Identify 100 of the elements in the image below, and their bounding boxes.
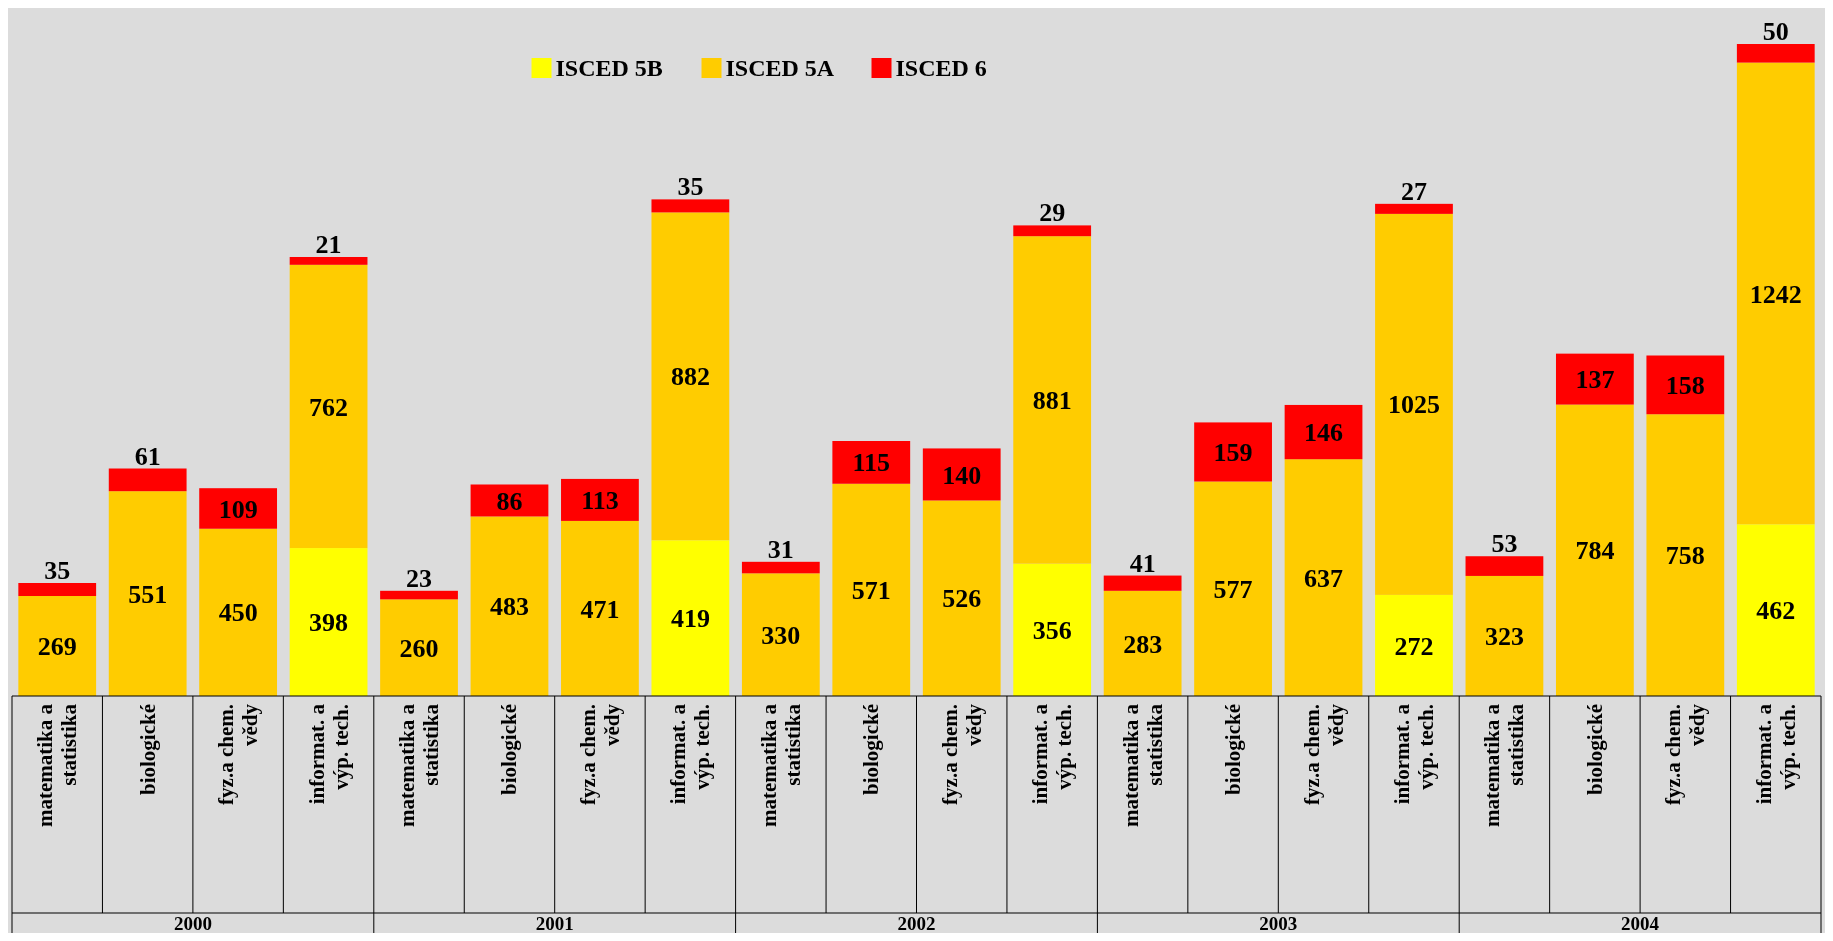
data-label: 882 (670, 362, 710, 392)
x-tick-label: fyz.a chem. vědy (937, 703, 986, 805)
text: 2004 (1621, 912, 1660, 934)
x-tick-label: biologické (1582, 704, 1607, 796)
x-tick-label: fyz.a chem. vědy (214, 703, 263, 805)
data-label: 109 (218, 494, 258, 524)
data-label: 50 (1762, 17, 1789, 46)
data-label: 260 (399, 633, 439, 663)
data-label: 146 (1304, 418, 1344, 448)
x-tick-label: informat. a výp. tech. (1751, 703, 1800, 805)
data-label: 29 (1039, 198, 1066, 228)
data-label: 551 (128, 579, 168, 609)
data-label: 471 (580, 594, 620, 624)
data-label: 140 (942, 460, 982, 490)
text: 2003 (1259, 912, 1298, 934)
data-label: 881 (1032, 386, 1072, 416)
data-label: 526 (942, 584, 982, 614)
bar (1646, 414, 1725, 696)
bar (922, 448, 1001, 501)
bar (1103, 575, 1182, 591)
data-label: 483 (489, 592, 529, 622)
data-label: 330 (761, 620, 801, 650)
bar (741, 573, 820, 696)
x-tick-label: informat. a výp. tech. (666, 703, 715, 805)
bar (561, 478, 639, 521)
bar (108, 468, 187, 492)
x-tick-label: biologické (135, 704, 160, 796)
text: 2002 (897, 912, 936, 934)
bar (1736, 524, 1815, 696)
data-label: 323 (1484, 622, 1524, 652)
bar (1646, 355, 1725, 415)
bar (1194, 422, 1272, 482)
bar (289, 548, 368, 696)
x-tick-label: biologické (1221, 704, 1246, 796)
data-label: 113 (581, 486, 619, 516)
bar (651, 540, 730, 696)
bar (1013, 225, 1092, 237)
data-label: 115 (852, 448, 891, 478)
bar (380, 590, 458, 600)
data-label: 784 (1575, 536, 1615, 566)
bar (1194, 481, 1272, 696)
data-label: 35 (677, 172, 704, 202)
data-label: 272 (1394, 631, 1434, 661)
data-label: 283 (1123, 629, 1163, 659)
data-label: 86 (496, 486, 523, 516)
bar (1013, 236, 1092, 564)
bar (1465, 556, 1544, 576)
bar (922, 500, 1001, 696)
data-label: 398 (309, 608, 349, 638)
data-label: 356 (1032, 615, 1072, 645)
data-label: 758 (1665, 541, 1705, 571)
data-label: 23 (406, 563, 433, 593)
bar (1103, 590, 1182, 696)
data-label: 61 (134, 441, 161, 471)
bar (108, 491, 187, 696)
data-label: 450 (218, 598, 258, 628)
x-tick-label: biologické (497, 704, 522, 796)
x-tick-label: fyz.a chem. vědy (1661, 703, 1710, 805)
data-label: 462 (1756, 596, 1796, 626)
x-tick-label: biologické (859, 704, 884, 796)
bar (1736, 44, 1815, 63)
x-tick-label: matematika a statistika (33, 703, 82, 828)
data-label: 137 (1575, 365, 1615, 395)
x-tick-label: informat. a výp. tech. (1389, 703, 1438, 805)
bar (18, 583, 97, 597)
bar (1555, 353, 1634, 405)
x-tick-label: fyz.a chem. vědy (1299, 703, 1348, 805)
x-tick-label: informat. a výp. tech. (1028, 703, 1077, 805)
bar (561, 520, 639, 696)
bar (1736, 62, 1815, 525)
bar (1375, 213, 1453, 595)
data-label: 41 (1129, 548, 1156, 578)
bar (832, 483, 911, 696)
data-label: 1025 (1387, 390, 1440, 420)
bar (289, 264, 368, 549)
data-label: 27 (1400, 176, 1427, 206)
legend-label: ISCED 6 (895, 55, 987, 82)
x-tick-label: fyz.a chem. vědy (575, 703, 624, 805)
data-label: 1242 (1749, 279, 1802, 309)
bar (1465, 575, 1544, 696)
data-label: 637 (1304, 563, 1344, 593)
bar (289, 257, 368, 265)
bar (1375, 203, 1453, 214)
bar (199, 528, 278, 696)
bar (651, 199, 730, 213)
data-label: 762 (309, 392, 349, 422)
bar (741, 561, 820, 574)
data-label: 53 (1491, 529, 1518, 559)
bar (1555, 404, 1634, 696)
bar (380, 599, 458, 696)
bar (832, 441, 911, 484)
data-label: 35 (44, 556, 71, 585)
bar (1013, 563, 1092, 696)
legend-label: ISCED 5B (555, 55, 663, 82)
bar (1375, 594, 1453, 696)
data-label: 159 (1213, 438, 1253, 468)
data-label: 21 (315, 230, 342, 259)
x-tick-label: informat. a výp. tech. (304, 703, 353, 805)
data-label: 419 (670, 604, 710, 634)
data-label: 31 (767, 534, 794, 564)
